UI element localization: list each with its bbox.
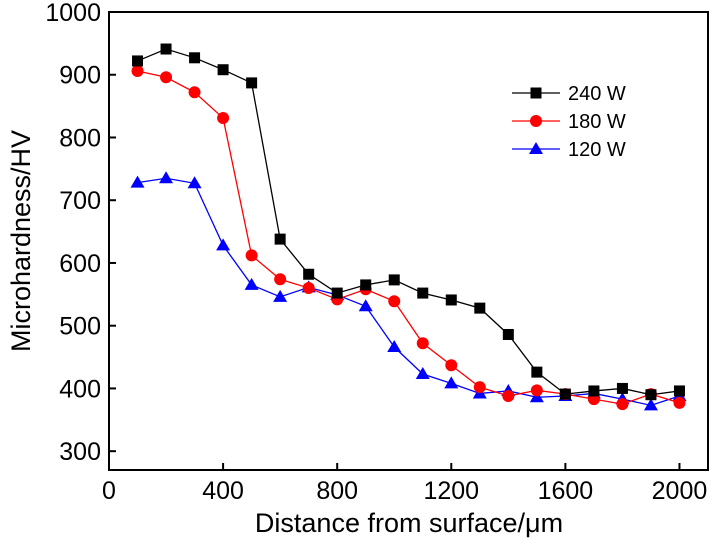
y-tick-label: 700 bbox=[59, 187, 101, 215]
data-point bbox=[132, 55, 144, 67]
legend-label: 180 W bbox=[568, 111, 626, 133]
y-tick-label: 900 bbox=[59, 62, 101, 90]
data-point bbox=[388, 295, 401, 308]
data-point bbox=[187, 176, 202, 189]
data-point bbox=[559, 388, 571, 400]
data-point bbox=[217, 112, 230, 125]
data-point bbox=[416, 337, 429, 350]
data-point bbox=[160, 43, 172, 55]
legend-label: 240 W bbox=[568, 83, 626, 105]
x-tick-label: 1600 bbox=[538, 477, 594, 505]
data-point bbox=[473, 381, 486, 394]
data-point bbox=[246, 77, 258, 89]
data-point bbox=[415, 367, 430, 380]
legend-marker bbox=[530, 115, 542, 127]
data-point bbox=[160, 71, 173, 84]
data-point bbox=[159, 171, 174, 184]
x-tick-label: 0 bbox=[102, 477, 116, 505]
y-tick-label: 500 bbox=[59, 313, 101, 341]
data-point bbox=[273, 289, 288, 302]
y-tick-label: 1000 bbox=[45, 0, 101, 27]
x-tick-label: 1200 bbox=[423, 477, 479, 505]
x-tick-label: 2000 bbox=[652, 477, 708, 505]
data-point bbox=[188, 86, 201, 99]
data-point bbox=[673, 385, 685, 397]
data-point bbox=[502, 389, 515, 402]
data-point bbox=[588, 385, 600, 397]
y-axis-label: Microhardness/HV bbox=[6, 130, 36, 352]
legend-label: 120 W bbox=[568, 139, 626, 161]
data-point bbox=[531, 366, 543, 378]
series-120w bbox=[130, 171, 687, 411]
data-point bbox=[189, 52, 201, 64]
y-tick-label: 400 bbox=[59, 375, 101, 403]
y-tick-label: 800 bbox=[59, 124, 101, 152]
plot-frame bbox=[108, 11, 709, 471]
data-point bbox=[616, 398, 629, 411]
legend-marker bbox=[530, 87, 542, 99]
data-point bbox=[616, 382, 628, 394]
data-point bbox=[417, 287, 429, 299]
data-point bbox=[444, 376, 459, 389]
legend-marker bbox=[529, 142, 543, 154]
data-point bbox=[303, 268, 315, 280]
series-240w bbox=[132, 43, 685, 401]
y-tick-label: 600 bbox=[59, 250, 101, 278]
data-point bbox=[245, 249, 258, 262]
data-point bbox=[388, 274, 400, 286]
data-point bbox=[445, 294, 457, 306]
y-tick-label: 300 bbox=[59, 438, 101, 466]
data-point bbox=[131, 64, 144, 77]
data-point bbox=[130, 175, 145, 188]
data-point bbox=[530, 384, 543, 397]
data-point bbox=[474, 302, 486, 314]
data-point bbox=[274, 273, 287, 286]
data-point bbox=[360, 279, 372, 291]
data-point bbox=[216, 238, 231, 251]
data-point bbox=[643, 398, 658, 411]
data-point bbox=[502, 328, 514, 340]
series-line bbox=[137, 177, 680, 407]
data-point bbox=[244, 277, 259, 290]
x-tick-label: 400 bbox=[202, 477, 244, 505]
data-point bbox=[445, 359, 458, 372]
data-point bbox=[358, 299, 373, 312]
data-point bbox=[387, 340, 402, 353]
x-axis-label: Distance from surface/μm bbox=[255, 508, 563, 538]
data-point bbox=[217, 64, 229, 76]
data-point bbox=[673, 396, 686, 409]
data-point bbox=[274, 233, 286, 245]
data-point bbox=[645, 389, 657, 401]
legend: 240 W 180 W 120 W bbox=[512, 83, 626, 161]
data-point bbox=[302, 282, 315, 295]
x-tick-label: 800 bbox=[316, 477, 358, 505]
data-point bbox=[331, 287, 343, 299]
